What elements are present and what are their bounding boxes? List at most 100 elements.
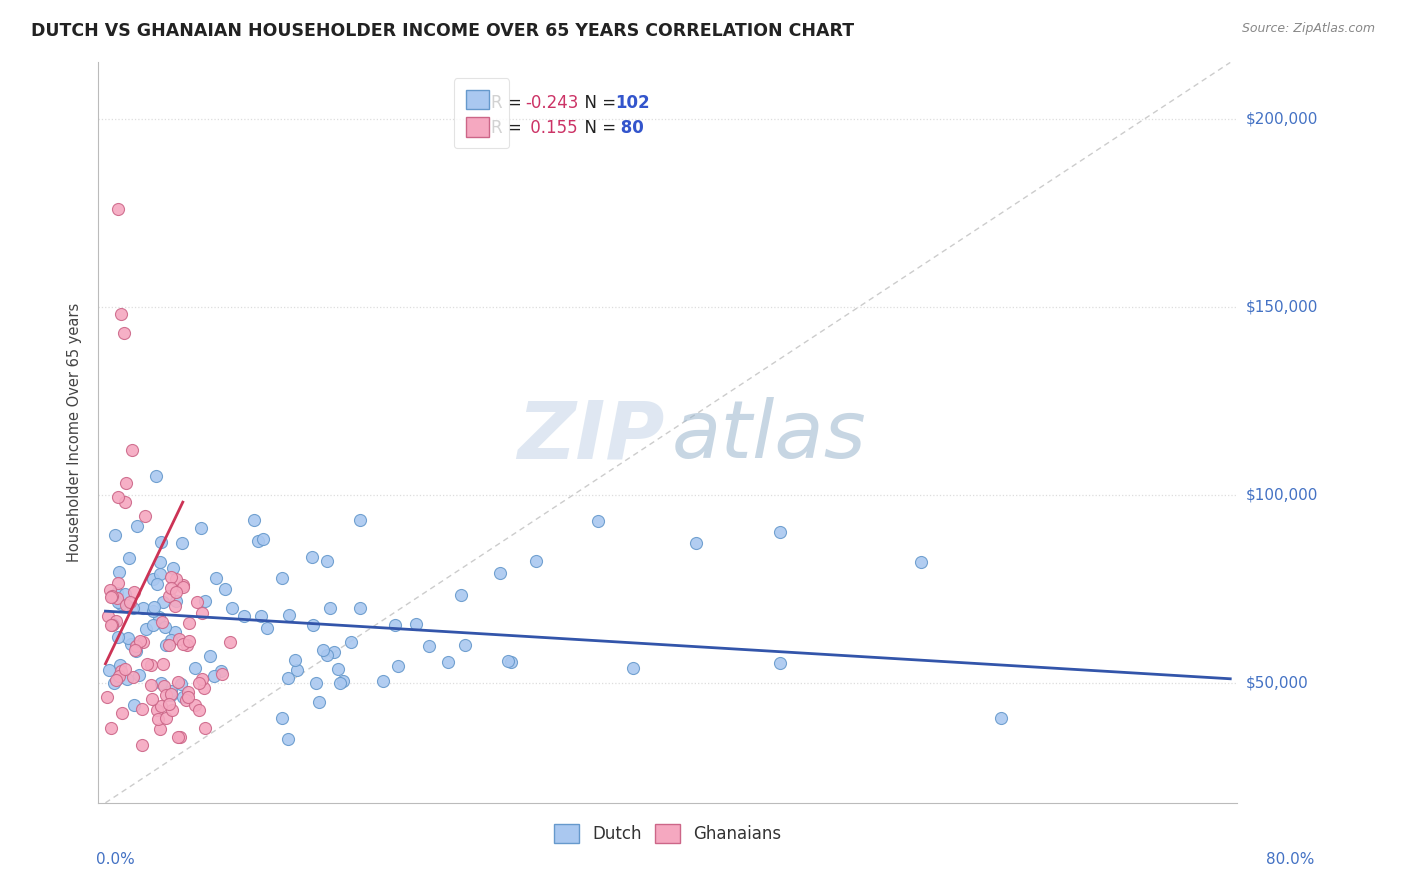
Point	[160, 632, 183, 647]
Point	[112, 326, 135, 340]
Point	[187, 676, 209, 690]
Point	[316, 554, 339, 568]
Text: 102: 102	[616, 95, 650, 112]
Point	[169, 731, 191, 745]
Point	[190, 521, 212, 535]
Point	[194, 721, 217, 735]
Point	[104, 614, 127, 628]
Point	[107, 202, 129, 216]
Point	[146, 577, 169, 591]
Text: 0.0%: 0.0%	[96, 852, 135, 867]
Point	[221, 601, 243, 615]
Text: DUTCH VS GHANAIAN HOUSEHOLDER INCOME OVER 65 YEARS CORRELATION CHART: DUTCH VS GHANAIAN HOUSEHOLDER INCOME OVE…	[31, 22, 853, 40]
Point	[186, 595, 208, 609]
Point	[384, 617, 406, 632]
Point	[209, 665, 232, 679]
Point	[910, 555, 932, 569]
Point	[124, 585, 146, 599]
Point	[114, 662, 136, 676]
Point	[111, 706, 134, 720]
Text: Source: ZipAtlas.com: Source: ZipAtlas.com	[1241, 22, 1375, 36]
Point	[157, 638, 180, 652]
Text: ZIP: ZIP	[517, 397, 665, 475]
Point	[450, 588, 472, 602]
Text: 80.0%: 80.0%	[1267, 852, 1315, 867]
Text: N =: N =	[575, 119, 621, 136]
Point	[105, 591, 128, 605]
Point	[165, 625, 187, 640]
Point	[308, 695, 330, 709]
Point	[301, 550, 323, 565]
Point	[242, 513, 264, 527]
Text: R =: R =	[491, 95, 527, 112]
Text: $100,000: $100,000	[1246, 487, 1317, 502]
Point	[326, 662, 349, 676]
Point	[167, 730, 190, 744]
Point	[104, 527, 127, 541]
Point	[496, 653, 519, 667]
Point	[312, 642, 335, 657]
Legend: Dutch, Ghanaians: Dutch, Ghanaians	[547, 817, 789, 850]
Point	[105, 586, 128, 600]
Point	[256, 621, 278, 635]
Point	[115, 598, 138, 612]
Point	[101, 616, 124, 631]
Point	[160, 703, 183, 717]
Point	[157, 589, 180, 603]
Point	[155, 688, 177, 702]
Point	[160, 687, 183, 701]
Point	[157, 697, 180, 711]
Point	[339, 635, 361, 649]
Point	[98, 663, 121, 677]
Point	[108, 669, 131, 683]
Point	[183, 698, 205, 712]
Point	[124, 643, 146, 657]
Point	[405, 617, 427, 632]
Point	[211, 667, 233, 681]
Point	[135, 622, 157, 636]
Point	[193, 681, 215, 695]
Point	[101, 618, 124, 632]
Point	[145, 468, 167, 483]
Point	[165, 594, 187, 608]
Point	[141, 657, 163, 672]
Point	[177, 685, 200, 699]
Point	[179, 616, 201, 631]
Point	[162, 560, 184, 574]
Point	[329, 675, 352, 690]
Point	[167, 675, 190, 690]
Point	[277, 732, 299, 747]
Text: $50,000: $50,000	[1246, 675, 1309, 690]
Text: $150,000: $150,000	[1246, 299, 1317, 314]
Point	[172, 690, 194, 705]
Point	[107, 594, 129, 608]
Point	[132, 601, 155, 615]
Point	[107, 630, 129, 644]
Point	[202, 668, 225, 682]
Point	[159, 582, 181, 596]
Point	[323, 645, 346, 659]
Point	[250, 609, 273, 624]
Text: atlas: atlas	[671, 397, 866, 475]
Point	[141, 692, 163, 706]
Point	[96, 690, 118, 704]
Point	[302, 618, 325, 632]
Point	[125, 519, 148, 533]
Text: -0.243: -0.243	[526, 95, 579, 112]
Point	[118, 551, 141, 566]
Point	[134, 508, 156, 523]
Point	[246, 533, 269, 548]
Point	[387, 658, 409, 673]
Point	[107, 671, 129, 685]
Point	[172, 578, 194, 592]
Point	[172, 637, 194, 651]
Point	[278, 607, 301, 622]
Point	[172, 581, 194, 595]
Point	[205, 571, 228, 585]
Point	[142, 618, 165, 632]
Point	[166, 572, 188, 586]
Point	[159, 684, 181, 698]
Point	[160, 570, 183, 584]
Point	[501, 655, 523, 669]
Point	[107, 490, 129, 504]
